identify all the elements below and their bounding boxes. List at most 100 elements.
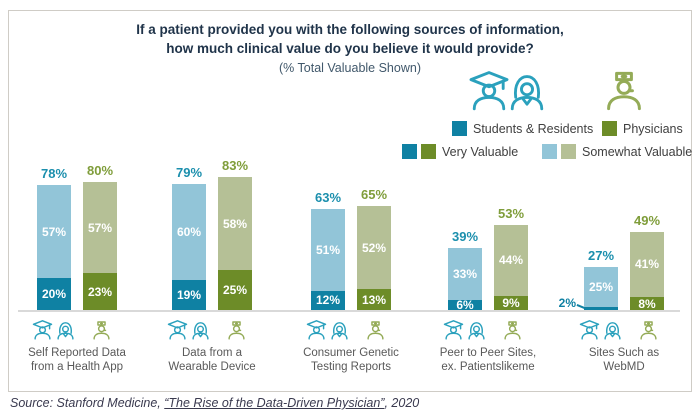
bar-segment-very-valuable: 12% bbox=[311, 290, 345, 310]
bar-segment-somewhat-valuable: 52% bbox=[357, 206, 391, 290]
bar-total-label: 79% bbox=[175, 164, 203, 180]
bar-total-label: 49% bbox=[633, 212, 661, 228]
legend-item-physicians: Physicians bbox=[602, 121, 683, 136]
bar-value-label: 12% bbox=[315, 293, 341, 308]
bar-students-residents: 51% 12% bbox=[311, 209, 345, 310]
category-label: Consumer Genetic Testing Reports bbox=[303, 347, 399, 373]
legend-swatch-physicians bbox=[602, 121, 617, 136]
bar-value-label: 57% bbox=[87, 220, 113, 235]
bar-segment-very-valuable: 25% bbox=[218, 269, 252, 310]
physician-icon bbox=[90, 317, 113, 342]
resident-icon bbox=[328, 317, 351, 342]
bar-students-residents: 60% 19% bbox=[172, 183, 206, 310]
bar-value-label: 57% bbox=[41, 224, 67, 239]
bar-value-label: 44% bbox=[498, 253, 524, 268]
bar-segment-somewhat-valuable: 51% bbox=[311, 209, 345, 291]
x-axis-line bbox=[18, 310, 680, 312]
source-link[interactable]: “The Rise of the Data-Driven Physician” bbox=[164, 396, 385, 410]
bar-value-label: 9% bbox=[502, 295, 520, 310]
legend-swatch-very-valuable-physicians bbox=[421, 144, 436, 159]
graduate-student-icon bbox=[578, 317, 601, 342]
legend-item-very-valuable: Very Valuable bbox=[402, 144, 518, 159]
bar-segment-very-valuable: 23% bbox=[83, 273, 117, 310]
bar-students-residents: 57% 20% bbox=[37, 185, 71, 310]
category-icons bbox=[166, 316, 248, 342]
bar-segment-very-valuable: 13% bbox=[357, 289, 391, 310]
bar-segment-somewhat-valuable: 57% bbox=[83, 182, 117, 274]
bar-segment-very-valuable: 20% bbox=[37, 277, 71, 310]
bar-segment-very-valuable: 19% bbox=[172, 279, 206, 310]
bar-total-label: 39% bbox=[451, 228, 479, 244]
legend-label-students-residents: Students & Residents bbox=[473, 121, 594, 136]
category-label: Sites Such as WebMD bbox=[588, 347, 660, 373]
bar-value-label: 20% bbox=[41, 286, 67, 301]
chart-subtitle: (% Total Valuable Shown) bbox=[279, 61, 421, 75]
legend-swatch-somewhat-valuable-students bbox=[542, 144, 557, 159]
category-label: Data from a Wearable Device bbox=[168, 347, 256, 373]
bar-value-label: 13% bbox=[361, 292, 387, 307]
graduate-student-icon bbox=[31, 317, 54, 342]
bar-segment-very-valuable: 6% bbox=[448, 298, 482, 313]
legend-label-very-valuable: Very Valuable bbox=[442, 144, 519, 159]
chart-panel bbox=[8, 10, 692, 392]
bar-total-label: 63% bbox=[314, 190, 342, 206]
bar-segment-somewhat-valuable: 33% bbox=[448, 247, 482, 301]
bar-students-residents: 25% bbox=[584, 266, 618, 310]
category-icons bbox=[31, 316, 113, 342]
legend-label-somewhat-valuable: Somewhat Valuable bbox=[582, 144, 693, 159]
resident-icon bbox=[465, 317, 488, 342]
bar-value-label: 58% bbox=[222, 216, 248, 231]
bar-physicians: 57% 23% bbox=[83, 182, 117, 310]
category-label: Self Reported Data from a Health App bbox=[28, 347, 126, 373]
physician-icon bbox=[225, 317, 248, 342]
bar-value-label: 52% bbox=[361, 240, 387, 255]
bar-total-label: 27% bbox=[587, 247, 615, 263]
legend-swatch-somewhat-valuable-physicians bbox=[561, 144, 576, 159]
legend-swatch-very-valuable-students bbox=[402, 144, 417, 159]
bar-physicians: 58% 25% bbox=[218, 177, 252, 310]
bar-physicians: 44% 9% bbox=[494, 225, 528, 310]
legend-label-physicians: Physicians bbox=[623, 121, 683, 136]
bar-value-label: 60% bbox=[176, 224, 202, 239]
bar-value-label: 51% bbox=[315, 242, 341, 257]
bar-segment-very-valuable: 8% bbox=[630, 296, 664, 311]
source-note: Source: Stanford Medicine, “The Rise of … bbox=[10, 396, 419, 410]
graduate-student-icon bbox=[442, 317, 465, 342]
resident-icon bbox=[601, 317, 624, 342]
bar-total-label: 65% bbox=[360, 187, 388, 202]
physician-icon bbox=[364, 317, 387, 342]
bar-total-label: 80% bbox=[86, 163, 114, 178]
legend-swatch-students-residents bbox=[452, 121, 467, 136]
bar-segment-very-valuable: 9% bbox=[494, 295, 528, 310]
bar-segment-somewhat-valuable: 58% bbox=[218, 177, 252, 270]
bar-value-label: 41% bbox=[634, 257, 660, 272]
resident-icon bbox=[54, 317, 77, 342]
bar-value-label: 6% bbox=[456, 298, 474, 313]
chart-title-line1: If a patient provided you with the follo… bbox=[136, 22, 564, 37]
bar-value-label: 19% bbox=[176, 287, 202, 302]
bar-segment-somewhat-valuable: 25% bbox=[584, 266, 618, 307]
physician-icon bbox=[637, 317, 660, 342]
bar-value-label: 23% bbox=[87, 284, 113, 299]
bar-segment-somewhat-valuable: 44% bbox=[494, 225, 528, 296]
bar-value-label: 25% bbox=[588, 279, 614, 294]
bar-total-label: 83% bbox=[221, 158, 249, 174]
chart-title-line2: how much clinical value do you believe i… bbox=[166, 41, 534, 56]
source-suffix: , 2020 bbox=[384, 396, 420, 410]
legend-item-students-residents: Students & Residents bbox=[452, 121, 593, 136]
physician-icon bbox=[501, 317, 524, 342]
bar-value-label: 25% bbox=[222, 282, 248, 297]
bar-value-label: 8% bbox=[638, 296, 656, 311]
resident-icon bbox=[189, 317, 212, 342]
bar-physicians: 52% 13% bbox=[357, 206, 391, 310]
bar-total-label: 53% bbox=[497, 206, 525, 222]
bar-callout-label: 2% bbox=[558, 296, 576, 310]
category-label: Peer to Peer Sites, ex. Patientslikeme bbox=[439, 347, 537, 373]
bar-total-label: 78% bbox=[40, 166, 68, 182]
category-icons bbox=[578, 316, 660, 342]
bar-students-residents: 33% 6% bbox=[448, 247, 482, 313]
chart-header: If a patient provided you with the follo… bbox=[8, 20, 692, 77]
category-icons bbox=[442, 316, 524, 342]
